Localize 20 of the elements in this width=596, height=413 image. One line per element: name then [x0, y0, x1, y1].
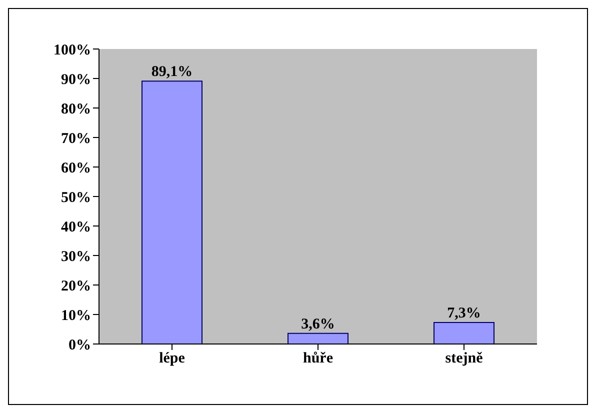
data-label: 89,1%: [151, 64, 193, 80]
y-tick-label: 60%: [61, 160, 91, 176]
y-tick-label: 10%: [61, 308, 91, 324]
x-tick-label: stejně: [445, 350, 484, 367]
y-tick-label: 0%: [68, 337, 91, 354]
y-tick-label: 20%: [61, 278, 91, 294]
y-tick-label: 90%: [61, 72, 91, 88]
y-tick-label: 70%: [61, 130, 91, 147]
y-tick-label: 80%: [61, 101, 91, 118]
y-tick-label: 40%: [61, 219, 91, 236]
x-tick-label: lépe: [159, 350, 186, 367]
x-tick-label: hůře: [303, 350, 334, 367]
bar: [288, 332, 348, 344]
y-tick-label: 50%: [61, 190, 91, 206]
data-label: 7,3%: [447, 305, 481, 322]
y-tick-label: 30%: [61, 248, 91, 265]
bar: [434, 322, 494, 344]
data-label: 3,6%: [301, 316, 335, 332]
y-tick-label: 100%: [54, 42, 91, 58]
bar: [142, 80, 202, 344]
